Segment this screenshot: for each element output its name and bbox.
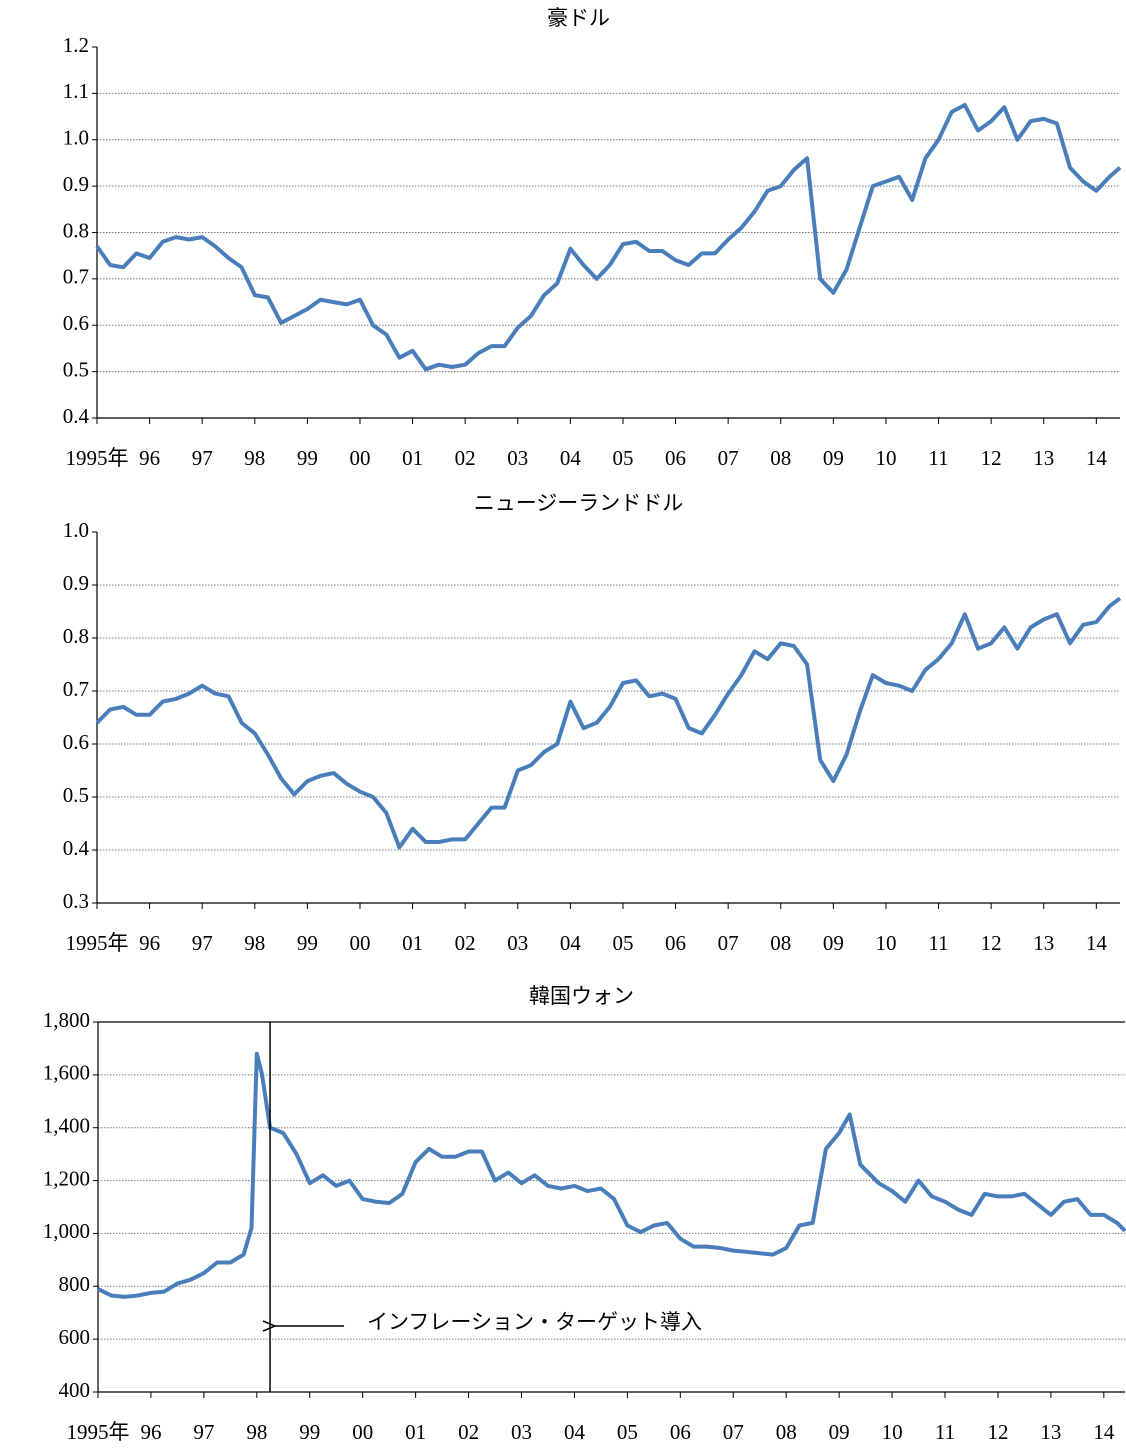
y-tick-label: 1.0 (63, 518, 89, 542)
annotation: インフレーション・ターゲット導入 (367, 1310, 702, 1334)
y-tick-label: 0.4 (63, 836, 90, 860)
x-tick-label: 1995年 (67, 1420, 130, 1444)
x-tick-label: 11 (928, 446, 948, 470)
x-tick-label: 06 (665, 446, 686, 470)
x-tick-label: 99 (297, 931, 318, 955)
x-tick-label: 10 (875, 931, 896, 955)
y-tick-label: 0.8 (63, 624, 89, 648)
x-tick-label: 96 (139, 446, 160, 470)
x-tick-label: 10 (882, 1420, 903, 1444)
x-tick-label: 08 (776, 1420, 797, 1444)
y-tick-label: 1,200 (43, 1166, 90, 1190)
y-tick-label: 1.0 (63, 126, 89, 150)
x-tick-label: 00 (349, 931, 370, 955)
y-tick-label: 600 (59, 1325, 91, 1349)
x-tick-label: 96 (140, 1420, 161, 1444)
x-tick-label: 03 (511, 1420, 532, 1444)
x-tick-label: 01 (402, 446, 423, 470)
y-tick-label: 0.9 (63, 172, 89, 196)
x-tick-label: 12 (981, 446, 1002, 470)
x-tick-label: 00 (352, 1420, 373, 1444)
x-tick-label: 03 (507, 931, 528, 955)
x-tick-label: 02 (455, 446, 476, 470)
x-tick-label: 97 (192, 446, 213, 470)
x-tick-label: 98 (244, 931, 265, 955)
x-tick-label: 12 (987, 1420, 1008, 1444)
chart-title: 韓国ウォン (529, 984, 634, 1008)
x-tick-label: 96 (139, 931, 160, 955)
y-tick-label: 0.7 (63, 265, 89, 289)
y-tick-label: 0.5 (63, 783, 89, 807)
x-tick-label: 09 (823, 446, 844, 470)
x-tick-label: 12 (981, 931, 1002, 955)
x-tick-label: 07 (723, 1420, 744, 1444)
y-tick-label: 400 (59, 1378, 91, 1402)
x-tick-label: 00 (349, 446, 370, 470)
x-tick-label: 04 (564, 1420, 586, 1444)
y-tick-label: 0.6 (63, 311, 89, 335)
chart-title: ニュージーランドドル (474, 491, 684, 515)
line-series (95, 103, 1122, 372)
y-tick-label: 0.9 (63, 571, 89, 595)
y-tick-label: 1.1 (63, 79, 89, 103)
x-tick-label: 09 (823, 931, 844, 955)
x-tick-label: 1995年 (66, 931, 129, 955)
y-tick-label: 0.6 (63, 730, 89, 754)
x-tick-label: 05 (617, 1420, 638, 1444)
y-tick-label: 1,800 (43, 1008, 90, 1032)
x-tick-label: 13 (1040, 1420, 1061, 1444)
x-tick-label: 13 (1033, 446, 1054, 470)
x-tick-label: 08 (770, 446, 791, 470)
x-tick-label: 11 (928, 931, 948, 955)
x-tick-label: 98 (244, 446, 265, 470)
chart-title: 豪ドル (547, 6, 610, 30)
x-tick-label: 13 (1033, 931, 1054, 955)
line-series (97, 1051, 1126, 1299)
x-tick-label: 04 (560, 931, 582, 955)
y-tick-label: 0.3 (63, 889, 89, 913)
x-tick-label: 02 (458, 1420, 479, 1444)
y-tick-label: 0.8 (63, 218, 89, 242)
x-tick-label: 06 (665, 931, 686, 955)
x-tick-label: 07 (718, 446, 739, 470)
x-tick-label: 05 (612, 931, 633, 955)
y-tick-label: 0.7 (63, 677, 89, 701)
x-tick-label: 97 (192, 931, 213, 955)
x-tick-label: 99 (297, 446, 318, 470)
y-tick-label: 0.5 (63, 357, 89, 381)
x-tick-label: 11 (935, 1420, 955, 1444)
x-tick-label: 01 (402, 931, 423, 955)
y-tick-label: 800 (59, 1272, 91, 1296)
y-tick-label: 0.4 (63, 404, 90, 428)
x-tick-label: 05 (612, 446, 633, 470)
y-tick-label: 1,000 (43, 1219, 90, 1243)
x-tick-label: 98 (246, 1420, 267, 1444)
x-tick-label: 09 (829, 1420, 850, 1444)
x-tick-label: 07 (718, 931, 739, 955)
x-tick-label: 97 (193, 1420, 214, 1444)
y-tick-label: 1.2 (63, 33, 89, 57)
y-tick-label: 1,400 (43, 1114, 90, 1138)
x-tick-label: 04 (560, 446, 582, 470)
x-tick-label: 01 (405, 1420, 426, 1444)
y-tick-label: 1,600 (43, 1061, 90, 1085)
line-series (95, 596, 1122, 850)
x-tick-label: 03 (507, 446, 528, 470)
x-tick-label: 10 (875, 446, 896, 470)
x-tick-label: 14 (1093, 1420, 1115, 1444)
x-tick-label: 14 (1086, 931, 1108, 955)
x-tick-label: 14 (1086, 446, 1108, 470)
x-tick-label: 99 (299, 1420, 320, 1444)
x-tick-label: 06 (670, 1420, 691, 1444)
x-tick-label: 1995年 (66, 446, 129, 470)
x-tick-label: 08 (770, 931, 791, 955)
x-tick-label: 02 (455, 931, 476, 955)
